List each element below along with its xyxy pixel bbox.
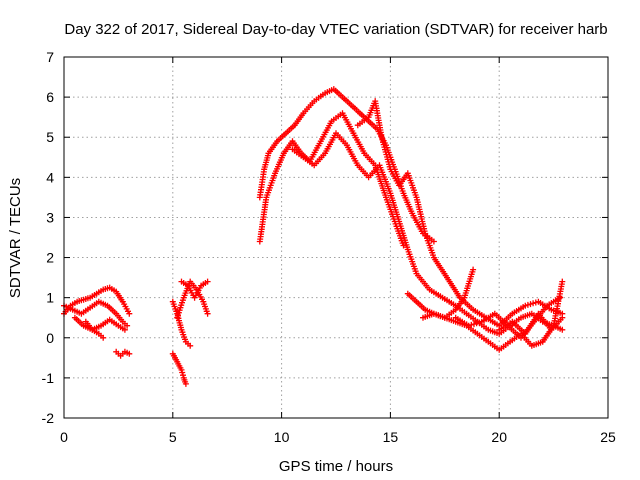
series-track-17	[496, 310, 566, 337]
data-point-markers	[354, 98, 566, 329]
data-point-markers	[289, 130, 566, 337]
plot-frame	[63, 56, 609, 419]
data-point-markers	[496, 310, 566, 337]
y-tick-label: -2	[42, 410, 55, 426]
data-point-markers	[256, 86, 437, 245]
series-track-9	[178, 278, 211, 301]
y-tick-label: 3	[46, 209, 54, 225]
x-tick-label: 5	[169, 429, 177, 445]
y-tick-label: 6	[46, 89, 54, 105]
x-tick-label: 10	[274, 429, 290, 445]
x-tick-label: 0	[60, 429, 68, 445]
x-tick-label: 20	[491, 429, 507, 445]
data-point-markers	[82, 318, 107, 341]
x-tick-labels: 0 5 10 15 20 25	[60, 429, 616, 445]
x-tick-label: 25	[600, 429, 616, 445]
y-tick-label: 0	[46, 330, 54, 346]
x-tick-label: 15	[383, 429, 399, 445]
y-tick-label: 7	[46, 49, 54, 65]
series-track-6	[169, 350, 189, 387]
data-point-markers	[256, 110, 407, 249]
data-point-markers	[169, 350, 189, 387]
series-track-12	[289, 130, 566, 337]
y-tick-labels: -2 -1 0 1 2 3 4 5 6 7	[42, 49, 55, 426]
grid-lines	[64, 57, 608, 418]
x-axis-label: GPS time / hours	[279, 458, 393, 475]
chart-title: Day 322 of 2017, Sidereal Day-to-day VTE…	[64, 21, 607, 38]
y-axis-label: SDTVAR / TECUs	[7, 178, 24, 298]
data-marks	[61, 86, 566, 387]
series-track-2	[61, 298, 131, 329]
y-tick-label: 1	[46, 290, 54, 306]
data-point-markers	[113, 348, 133, 359]
series-track-4	[82, 318, 107, 341]
series-track-5	[113, 348, 133, 359]
y-tick-label: 5	[46, 129, 54, 145]
series-track-10	[256, 86, 437, 245]
y-tick-label: -1	[42, 370, 55, 386]
axis-ticks	[63, 56, 609, 419]
series-track-13	[354, 98, 566, 329]
series-track-11	[256, 110, 407, 249]
y-tick-label: 2	[46, 250, 54, 266]
data-point-markers	[178, 278, 211, 301]
y-tick-label: 4	[46, 169, 54, 185]
data-point-markers	[61, 298, 131, 329]
